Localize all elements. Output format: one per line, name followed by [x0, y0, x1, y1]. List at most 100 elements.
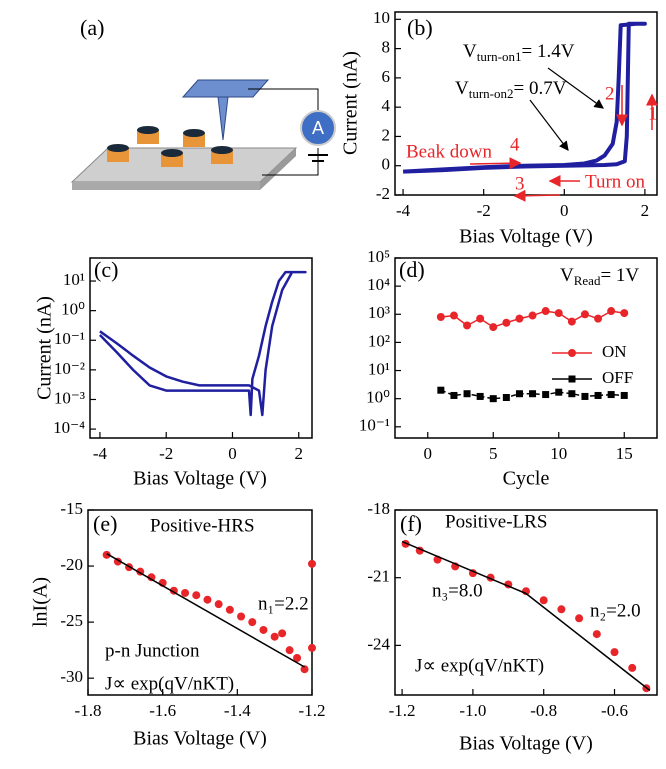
x-tick-label: -4	[93, 444, 108, 463]
point	[575, 614, 584, 623]
point	[489, 323, 498, 332]
annotation: Positive-HRS	[150, 515, 255, 536]
arrow	[529, 99, 569, 151]
annotation: Beak down	[406, 141, 493, 162]
ammeter-label: A	[312, 118, 324, 138]
annotation: Positive-LRS	[445, 511, 547, 532]
x-axis-label: Bias Voltage (V)	[459, 733, 593, 755]
point	[278, 629, 287, 638]
y-tick-label: 10⁰	[366, 388, 390, 407]
x-tick-label: -1.2	[299, 701, 326, 720]
point	[450, 391, 458, 399]
annotation-part: V	[463, 41, 477, 62]
point	[592, 630, 601, 639]
y-tick-label: 6	[382, 67, 391, 86]
annotation: n₂=2.0	[590, 600, 641, 621]
point	[515, 390, 523, 398]
x-tick-label: -4	[396, 201, 411, 220]
point	[620, 391, 628, 399]
x-axis-label: Bias Voltage (V)	[459, 226, 593, 248]
point	[607, 307, 616, 316]
point	[476, 314, 485, 323]
y-tick-label: 10⁰	[61, 300, 85, 319]
panel-label: (d)	[399, 257, 425, 282]
y-tick-label: 10⁴	[367, 275, 390, 294]
point	[102, 550, 111, 559]
x-tick-label: -1.6	[149, 701, 176, 720]
point	[308, 643, 316, 652]
legend-marker	[568, 349, 576, 357]
x-tick-label: -1.2	[389, 701, 416, 720]
y-tick-label: 10⁻¹	[359, 416, 390, 435]
point	[436, 312, 445, 321]
panel-label: (a)	[80, 15, 104, 40]
x-tick-label: 2	[294, 444, 303, 463]
series-line	[402, 21, 647, 174]
tip	[217, 96, 229, 141]
series-line	[401, 540, 651, 692]
point	[147, 573, 156, 582]
annotation: J∝ exp(qV/nKT)	[105, 673, 234, 694]
point	[567, 317, 576, 326]
panel-label: (e)	[93, 511, 117, 536]
y-tick-label: -30	[60, 667, 83, 686]
point	[203, 595, 212, 604]
point	[449, 311, 458, 320]
point	[555, 388, 563, 396]
point	[528, 311, 537, 320]
y-tick-label: 10³	[368, 303, 390, 322]
nanostructures	[107, 126, 233, 167]
y-tick-label: 10⁻³	[54, 388, 85, 407]
annotation: J∝ exp(qV/nKT)	[415, 655, 544, 676]
y-axis-label: lnI(A)	[30, 577, 52, 627]
point	[502, 394, 510, 402]
panel: 0 5 10 15 10⁻¹ 10⁰ 10¹ 10² 10³ 10⁴ 10⁵ (d) Cycle ON OF…	[359, 247, 658, 490]
annotation: Vturn-on2= 0.7V	[455, 78, 567, 101]
legend-marker	[568, 375, 576, 383]
point	[607, 391, 615, 399]
y-tick-label: 10⁻¹	[54, 329, 85, 348]
x-tick-label: 10	[550, 444, 567, 463]
annotation-part: V	[455, 78, 469, 99]
point	[580, 310, 589, 319]
annotation-part: V	[560, 265, 574, 286]
ammeter	[300, 110, 336, 146]
x-tick-label: 0	[228, 444, 237, 463]
y-tick-label: -21	[367, 567, 390, 586]
arrow	[547, 67, 604, 109]
plot-frame	[394, 257, 658, 439]
annotation: n₃=8.0	[432, 580, 483, 601]
x-axis-label: Cycle	[503, 468, 550, 490]
y-tick-label: -15	[60, 499, 83, 518]
panel-label: (b)	[407, 15, 433, 40]
panel: -4 -2 0 2 -2 0 2 4 6 8 10 (b) Bias Voltage (V) Curren…	[340, 8, 658, 248]
annotation-subscript: turn-on1	[477, 49, 522, 64]
y-axis-label: Current (nA)	[34, 296, 56, 400]
x-tick-label: -1.4	[224, 701, 251, 720]
annotation-subscript: Read	[574, 273, 601, 288]
point	[529, 390, 537, 398]
point	[539, 596, 548, 605]
annotation-part: = 0.7V	[514, 78, 567, 99]
x-tick-label: 15	[616, 444, 633, 463]
panel: -1.2 -1.0 -0.8 -0.6 -24 -21 -18 (f) Bias Voltage…	[367, 499, 658, 755]
point	[489, 395, 497, 403]
annotation: VRead= 1V	[560, 265, 639, 288]
panel-label: (c)	[94, 257, 118, 282]
annotation-part: = 1V	[600, 265, 639, 286]
panel-label: (f)	[400, 511, 422, 536]
x-axis-label: Bias Voltage (V)	[133, 728, 267, 750]
y-tick-label: 10⁵	[367, 247, 390, 266]
y-tick-label: 10⁻⁴	[53, 418, 85, 437]
point	[237, 612, 246, 621]
point	[225, 605, 234, 614]
y-tick-label: 4	[382, 96, 391, 115]
series-line	[106, 553, 305, 668]
plot-frame	[87, 509, 313, 696]
annotation: p-n Junction	[105, 640, 200, 661]
y-tick-label: -24	[367, 634, 390, 653]
arrow	[469, 157, 522, 170]
point	[628, 663, 637, 672]
annotation: 2	[605, 83, 615, 104]
annotation-part: = 1.4V	[522, 41, 575, 62]
